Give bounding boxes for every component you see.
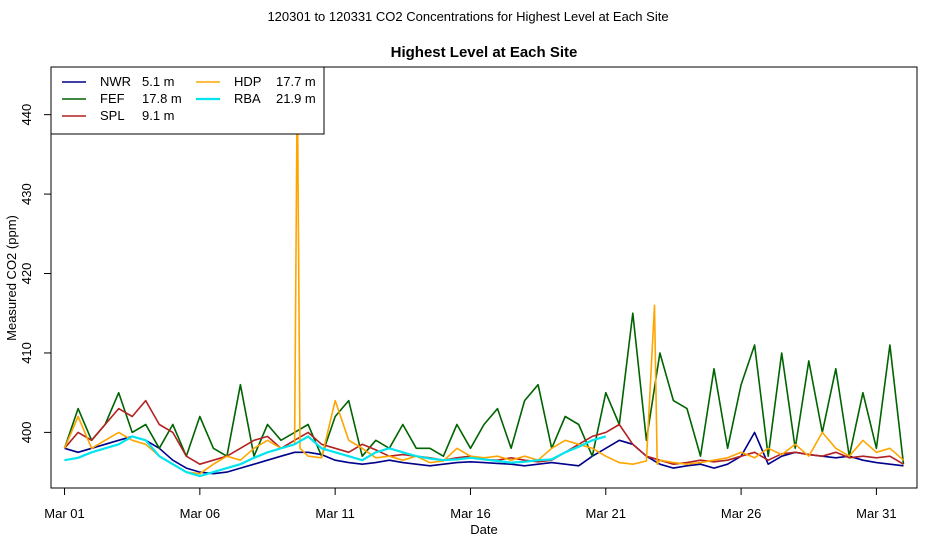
x-tick-label: Mar 01 (44, 506, 84, 521)
y-tick-label: 410 (19, 342, 34, 364)
x-tick-label: Mar 06 (180, 506, 220, 521)
legend-height-nwr: 5.1 m (142, 74, 175, 89)
y-tick-label: 440 (19, 104, 34, 126)
chart-suptitle: 120301 to 120331 CO2 Concentrations for … (267, 9, 668, 24)
series-lines-group (63, 74, 905, 478)
series-line-fef (63, 312, 905, 465)
y-tick-label: 420 (19, 263, 34, 285)
x-tick-label: Mar 16 (450, 506, 490, 521)
x-tick-label: Mar 31 (856, 506, 896, 521)
legend-height-rba: 21.9 m (276, 91, 316, 106)
legend-label-spl: SPL (100, 108, 125, 123)
legend-label-hdp: HDP (234, 74, 261, 89)
legend-label-fef: FEF (100, 91, 125, 106)
x-tick-label: Mar 26 (721, 506, 761, 521)
legend-label-nwr: NWR (100, 74, 131, 89)
series-line-hdp (63, 74, 905, 475)
y-axis: 400 410 420 430 440 (19, 104, 52, 444)
legend-box (50, 66, 325, 135)
x-tick-label: Mar 11 (315, 506, 355, 521)
x-axis: Mar 01 Mar 06 Mar 11 Mar 16 Mar 21 Mar 26 Mar … (44, 487, 897, 521)
series-line-spl (63, 399, 904, 466)
y-tick-label: 430 (19, 183, 34, 205)
series-line-nwr (64, 431, 904, 475)
y-tick-label: 400 (19, 422, 34, 444)
x-axis-label: Date (470, 522, 497, 537)
y-axis-label: Measured CO2 (ppm) (4, 215, 19, 341)
legend: NWR 5.1 m FEF 17.8 m SPL 9.1 m HDP 17.7 m RBA 21.… (50, 66, 325, 135)
x-tick-label: Mar 21 (586, 506, 626, 521)
legend-label-rba: RBA (234, 91, 261, 106)
legend-height-spl: 9.1 m (142, 108, 175, 123)
legend-height-hdp: 17.7 m (276, 74, 316, 89)
chart-title: Highest Level at Each Site (391, 44, 578, 61)
series-line-rba (64, 435, 607, 478)
legend-height-fef: 17.8 m (142, 91, 182, 106)
